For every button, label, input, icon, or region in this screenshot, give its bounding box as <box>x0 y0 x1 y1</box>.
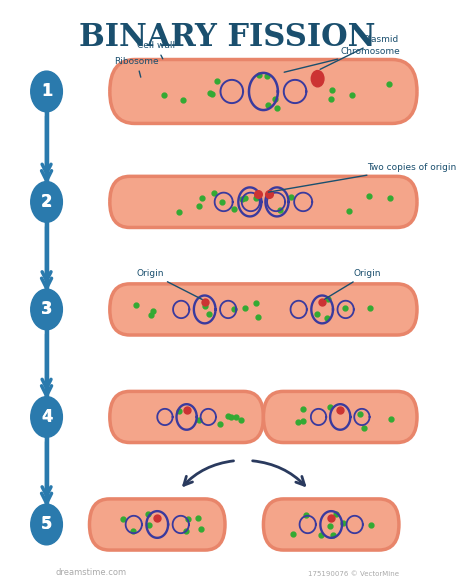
Text: Chromosome: Chromosome <box>284 47 400 72</box>
FancyBboxPatch shape <box>264 391 417 443</box>
Text: Two copies of origin: Two copies of origin <box>268 163 456 192</box>
Circle shape <box>311 71 324 87</box>
Text: 4: 4 <box>41 408 53 426</box>
Text: 3: 3 <box>41 302 52 317</box>
FancyBboxPatch shape <box>110 60 417 123</box>
Circle shape <box>32 183 62 221</box>
Text: Origin: Origin <box>137 269 202 300</box>
Circle shape <box>31 71 63 112</box>
FancyBboxPatch shape <box>110 391 264 443</box>
FancyBboxPatch shape <box>90 499 225 550</box>
Text: Origin: Origin <box>325 269 381 299</box>
Text: 4: 4 <box>41 409 52 425</box>
Text: BINARY FISSION: BINARY FISSION <box>79 22 375 53</box>
Text: 5: 5 <box>41 517 52 532</box>
Text: dreamstime.com: dreamstime.com <box>55 568 127 577</box>
Text: Cell wall: Cell wall <box>137 41 175 59</box>
Circle shape <box>32 72 62 110</box>
Text: 1: 1 <box>41 82 52 100</box>
Text: 1: 1 <box>41 84 52 99</box>
FancyBboxPatch shape <box>110 176 417 228</box>
Circle shape <box>32 290 62 329</box>
Text: 2: 2 <box>41 194 52 210</box>
FancyBboxPatch shape <box>264 499 399 550</box>
Circle shape <box>31 289 63 330</box>
Circle shape <box>32 398 62 436</box>
FancyBboxPatch shape <box>110 284 417 335</box>
Circle shape <box>31 182 63 223</box>
Text: 175190076 © VectorMine: 175190076 © VectorMine <box>308 571 399 577</box>
Text: 3: 3 <box>41 300 53 318</box>
Text: Ribosome: Ribosome <box>114 57 159 77</box>
Circle shape <box>32 505 62 544</box>
Circle shape <box>31 397 63 437</box>
Text: 2: 2 <box>41 193 53 211</box>
Text: 5: 5 <box>41 516 52 534</box>
Circle shape <box>31 504 63 545</box>
Text: Plasmid: Plasmid <box>320 35 398 69</box>
